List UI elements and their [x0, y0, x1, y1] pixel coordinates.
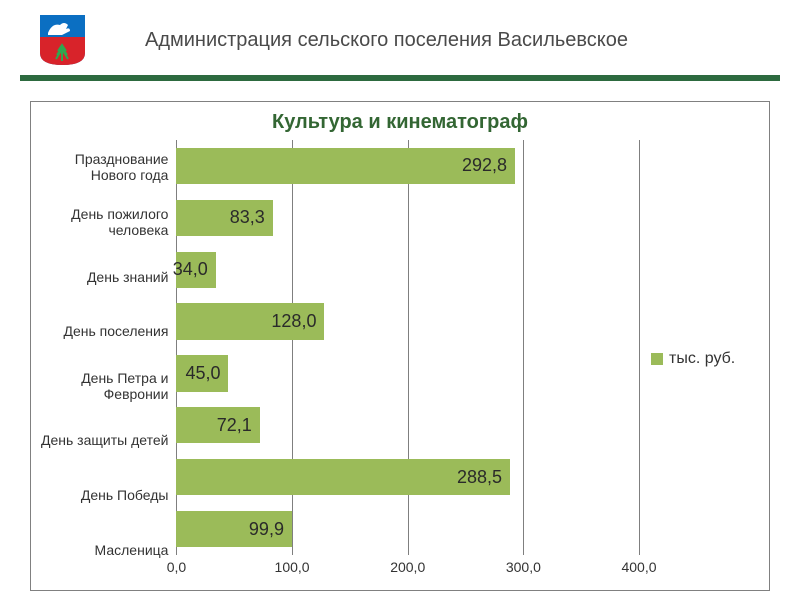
bar-slot: 292,8	[176, 140, 639, 192]
y-label: Празднование Нового года	[41, 140, 168, 195]
bar-value-label: 72,1	[217, 415, 252, 436]
y-label: День пожилого человека	[41, 195, 168, 250]
page-title: Администрация сельского поселения Василь…	[145, 29, 628, 52]
bar-slot: 83,3	[176, 192, 639, 244]
y-label: День защиты детей	[41, 413, 168, 468]
bar: 128,0	[176, 303, 324, 339]
bar: 292,8	[176, 148, 515, 184]
bar-slot: 45,0	[176, 348, 639, 400]
bar-slot: 128,0	[176, 296, 639, 348]
legend: тыс. руб.	[639, 140, 759, 577]
y-label: День знаний	[41, 249, 168, 304]
bar-value-label: 99,9	[249, 519, 284, 540]
y-label: День Победы	[41, 468, 168, 523]
chart-title: Культура и кинематограф	[41, 111, 759, 134]
emblem-icon	[40, 15, 85, 65]
bar-slot: 72,1	[176, 399, 639, 451]
x-tick-label: 100,0	[275, 559, 310, 575]
plot-area: 0,0100,0200,0300,0400,0 292,883,334,0128…	[176, 140, 639, 555]
y-label: День поселения	[41, 304, 168, 359]
legend-swatch	[651, 353, 663, 365]
bars: 292,8 83,3 34,0 128,0 45,0 72,1 288,5 99,9	[176, 140, 639, 555]
bar-value-label: 288,5	[457, 467, 502, 488]
x-tick-label: 0,0	[167, 559, 186, 575]
header: Администрация сельского поселения Василь…	[0, 0, 800, 75]
bar-slot: 288,5	[176, 451, 639, 503]
bar: 99,9	[176, 511, 292, 547]
chart-container: Культура и кинематограф Празднование Нов…	[30, 101, 770, 591]
gridline	[639, 140, 640, 555]
bar-value-label: 83,3	[230, 207, 265, 228]
x-tick-label: 400,0	[621, 559, 656, 575]
bar: 72,1	[176, 407, 259, 443]
bar: 45,0	[176, 355, 228, 391]
bar-slot: 99,9	[176, 503, 639, 555]
bar: 34,0	[176, 252, 215, 288]
bar-value-label: 34,0	[173, 259, 208, 280]
bar: 288,5	[176, 459, 510, 495]
plot-zone: Празднование Нового годаДень пожилого че…	[41, 140, 639, 577]
bar: 83,3	[176, 200, 272, 236]
bar-value-label: 45,0	[185, 363, 220, 384]
bar-slot: 34,0	[176, 244, 639, 296]
chart-content: Празднование Нового годаДень пожилого че…	[41, 140, 759, 577]
header-rule	[20, 75, 780, 81]
x-tick-label: 300,0	[506, 559, 541, 575]
legend-label: тыс. руб.	[669, 350, 735, 368]
y-label: Масленица	[41, 522, 168, 577]
bar-value-label: 128,0	[271, 311, 316, 332]
bar-value-label: 292,8	[462, 155, 507, 176]
y-axis-labels: Празднование Нового годаДень пожилого че…	[41, 140, 176, 577]
x-tick-label: 200,0	[390, 559, 425, 575]
y-label: День Петра и Февронии	[41, 359, 168, 414]
